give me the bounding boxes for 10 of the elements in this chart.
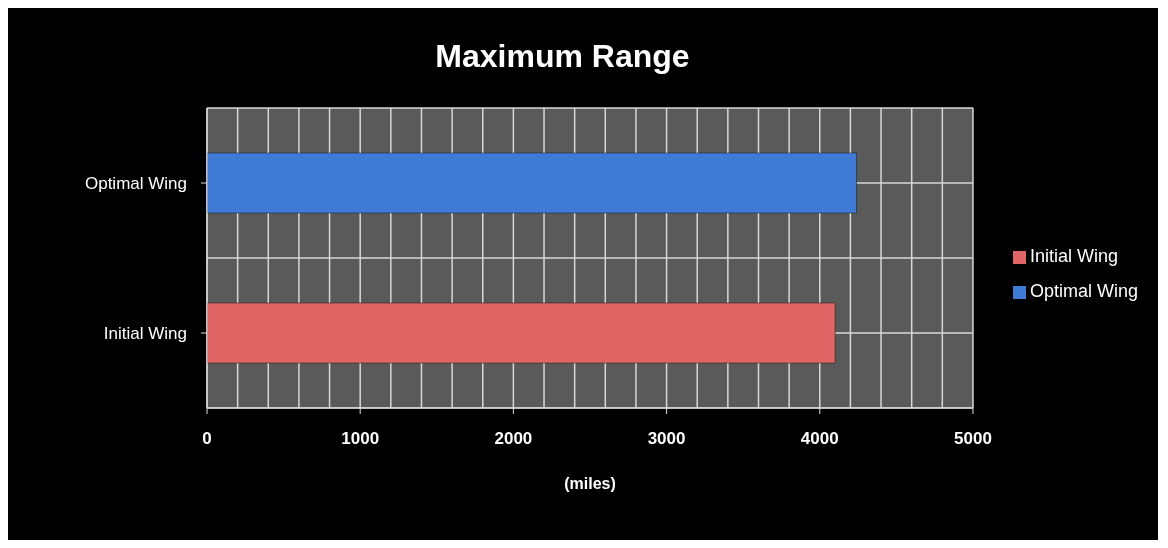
legend-label: Initial Wing <box>1029 246 1118 266</box>
x-tick-label: 4000 <box>800 429 839 449</box>
x-tick-label: 3000 <box>647 429 686 449</box>
x-tick-label: 5000 <box>954 429 992 449</box>
legend-label: Optimal Wing <box>1029 281 1138 301</box>
chart-title: Maximum Range <box>434 38 691 75</box>
x-axis-title: (miles) <box>564 475 616 493</box>
x-tick-label: 1000 <box>341 429 380 449</box>
x-tick-label: 2000 <box>494 429 533 449</box>
x-tick-label: 0 <box>202 429 212 449</box>
